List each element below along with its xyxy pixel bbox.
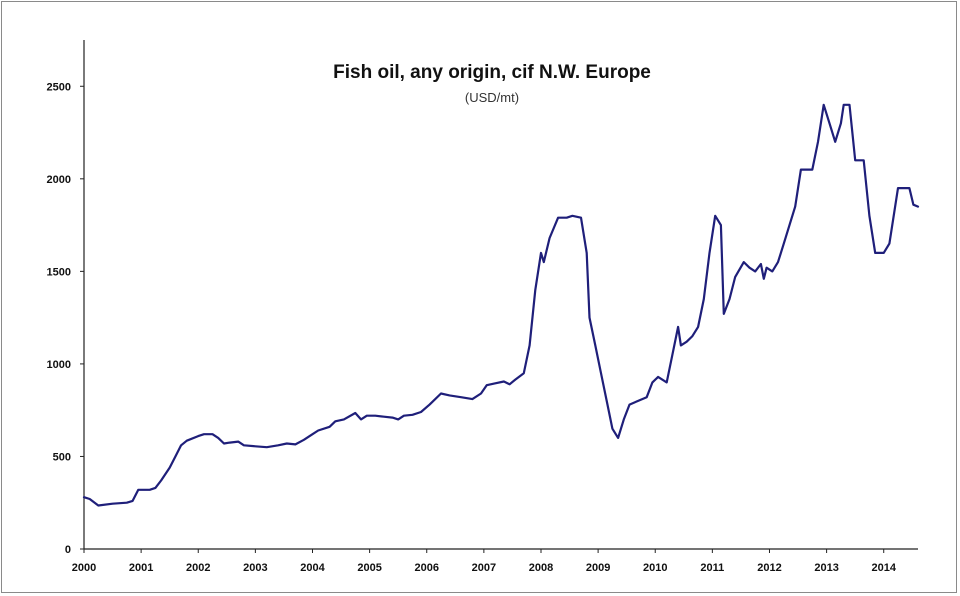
series-layer bbox=[82, 103, 920, 507]
x-tick-label: 2003 bbox=[243, 562, 267, 574]
x-tick-label: 2008 bbox=[529, 562, 553, 574]
x-tick-label: 2002 bbox=[186, 562, 210, 574]
y-tick-label: 2500 bbox=[47, 81, 71, 93]
y-tick-label: 500 bbox=[53, 451, 71, 463]
chart-title: Fish oil, any origin, cif N.W. Europe bbox=[333, 62, 651, 83]
x-tick-label: 2007 bbox=[472, 562, 496, 574]
x-tick-label: 2000 bbox=[72, 562, 96, 574]
x-tick-label: 2011 bbox=[700, 562, 724, 574]
y-tick-label: 0 bbox=[65, 544, 71, 556]
x-tick-label: 2014 bbox=[871, 562, 896, 574]
y-axis-ticks: 0 500 1000 1500 2000 2500 bbox=[47, 81, 84, 556]
y-tick-label: 2000 bbox=[47, 174, 71, 186]
y-tick-label: 1500 bbox=[47, 266, 71, 278]
x-tick-label: 2005 bbox=[357, 562, 381, 574]
y-tick-label: 1000 bbox=[47, 359, 71, 371]
x-tick-label: 2001 bbox=[129, 562, 153, 574]
axes bbox=[83, 40, 918, 550]
x-tick-label: 2012 bbox=[757, 562, 781, 574]
chart-subtitle: (USD/mt) bbox=[464, 90, 520, 105]
x-axis-ticks: 2000 2001 2002 2003 2004 2005 2006 2007 2008 2009… bbox=[72, 549, 897, 574]
x-tick-label: 2009 bbox=[586, 562, 610, 574]
x-tick-label: 2006 bbox=[414, 562, 438, 574]
x-tick-label: 2013 bbox=[814, 562, 838, 574]
x-tick-label: 2010 bbox=[643, 562, 667, 574]
x-tick-label: 2004 bbox=[300, 562, 325, 574]
series-line bbox=[82, 103, 920, 507]
